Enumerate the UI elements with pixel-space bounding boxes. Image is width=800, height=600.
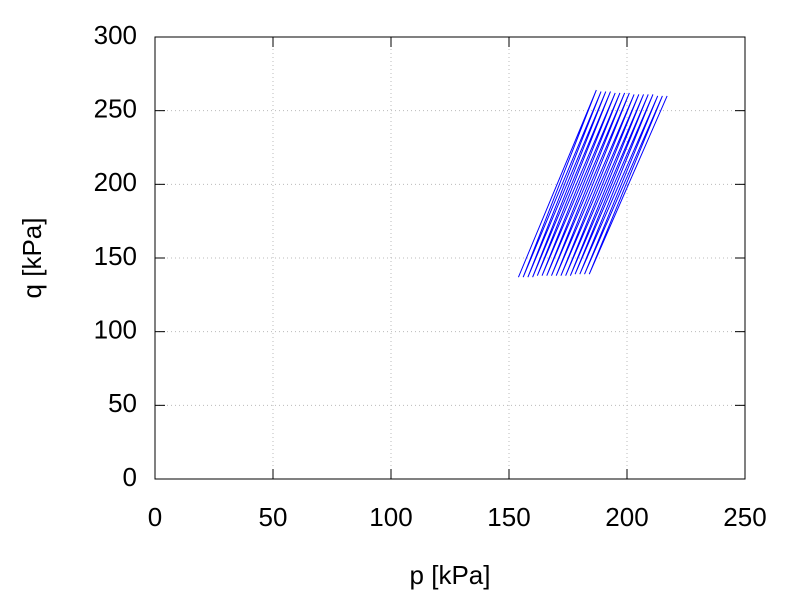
x-axis-label: p [kPa] bbox=[410, 560, 491, 590]
x-tick-label: 150 bbox=[487, 502, 530, 532]
x-tick-label: 100 bbox=[369, 502, 412, 532]
y-tick-label: 200 bbox=[94, 167, 137, 197]
y-tick-label: 100 bbox=[94, 315, 137, 345]
x-tick-label: 50 bbox=[259, 502, 288, 532]
y-tick-label: 300 bbox=[94, 20, 137, 50]
y-tick-label: 150 bbox=[94, 241, 137, 271]
y-axis-label: q [kPa] bbox=[17, 218, 47, 299]
x-tick-label: 0 bbox=[148, 502, 162, 532]
y-tick-label: 0 bbox=[123, 462, 137, 492]
x-tick-label: 250 bbox=[723, 502, 766, 532]
x-tick-label: 200 bbox=[605, 502, 648, 532]
y-tick-label: 50 bbox=[108, 388, 137, 418]
plot-frame bbox=[154, 36, 746, 480]
data-line bbox=[517, 89, 668, 278]
y-tick-label: 250 bbox=[94, 94, 137, 124]
